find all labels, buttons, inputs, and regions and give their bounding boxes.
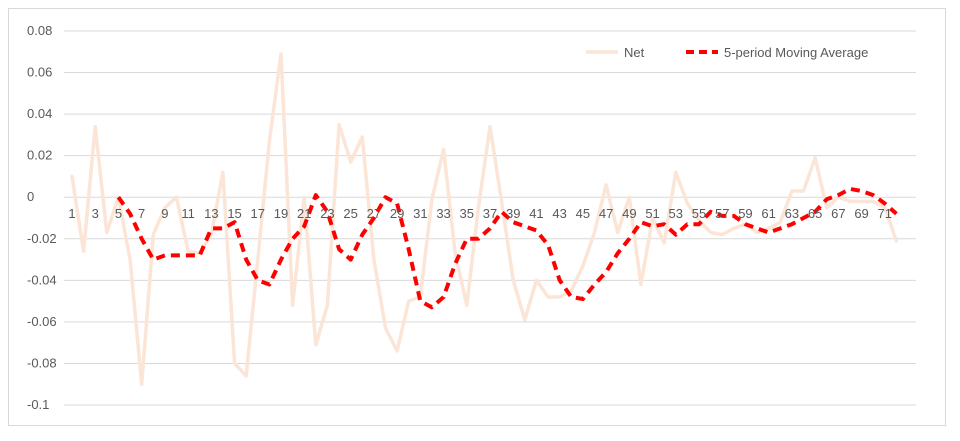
x-tick-label: 47 <box>599 206 613 221</box>
x-tick-label: 43 <box>552 206 566 221</box>
x-tick-label: 15 <box>227 206 241 221</box>
x-tick-label: 67 <box>831 206 845 221</box>
x-tick-label: 5 <box>115 206 122 221</box>
x-tick-label: 31 <box>413 206 427 221</box>
y-tick-label: -0.06 <box>27 314 57 329</box>
y-tick-label: -0.02 <box>27 231 57 246</box>
legend-label-moving-average: 5-period Moving Average <box>724 45 868 60</box>
x-tick-label: 63 <box>785 206 799 221</box>
y-tick-label: 0 <box>27 189 34 204</box>
moving-average-series-line <box>116 186 898 310</box>
x-tick-label: 27 <box>367 206 381 221</box>
x-tick-label: 35 <box>460 206 474 221</box>
x-tick-label: 3 <box>92 206 99 221</box>
legend-label-net: Net <box>624 45 645 60</box>
x-tick-label: 33 <box>436 206 450 221</box>
x-tick-label: 55 <box>692 206 706 221</box>
x-tick-label: 23 <box>320 206 334 221</box>
x-tick-label: 61 <box>761 206 775 221</box>
x-tick-label: 17 <box>251 206 265 221</box>
x-tick-label: 37 <box>483 206 497 221</box>
x-tick-label: 65 <box>808 206 822 221</box>
x-tick-label: 1 <box>68 206 75 221</box>
y-tick-label: -0.04 <box>27 272 57 287</box>
x-tick-label: 25 <box>343 206 357 221</box>
x-tick-label: 57 <box>715 206 729 221</box>
x-tick-label: 51 <box>645 206 659 221</box>
x-tick-label: 13 <box>204 206 218 221</box>
x-tick-label: 9 <box>161 206 168 221</box>
x-tick-label: 45 <box>576 206 590 221</box>
y-tick-label: 0.02 <box>27 148 52 163</box>
y-tick-label: -0.1 <box>27 397 49 412</box>
x-tick-label: 7 <box>138 206 145 221</box>
y-tick-label: 0.06 <box>27 65 52 80</box>
x-tick-label: 49 <box>622 206 636 221</box>
y-tick-label: 0.04 <box>27 106 52 121</box>
x-tick-label: 71 <box>878 206 892 221</box>
y-tick-label: 0.08 <box>27 23 52 38</box>
x-tick-label: 19 <box>274 206 288 221</box>
x-tick-label: 39 <box>506 206 520 221</box>
x-tick-label: 69 <box>854 206 868 221</box>
x-tick-label: 53 <box>669 206 683 221</box>
y-tick-label: -0.08 <box>27 355 57 370</box>
x-tick-label: 29 <box>390 206 404 221</box>
x-tick-label: 11 <box>181 206 195 221</box>
x-tick-label: 21 <box>297 206 311 221</box>
x-tick-label: 41 <box>529 206 543 221</box>
x-tick-label: 59 <box>738 206 752 221</box>
